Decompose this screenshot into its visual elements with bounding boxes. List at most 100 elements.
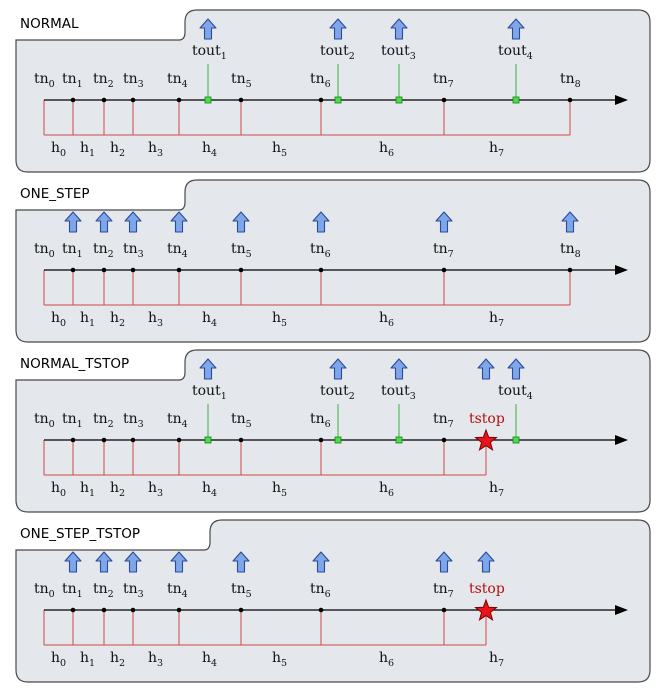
up-arrow-shape xyxy=(312,211,330,233)
up-arrow-icon xyxy=(124,211,142,233)
up-arrow-icon xyxy=(477,358,495,380)
tn-label: tn2 xyxy=(93,241,114,260)
step-point xyxy=(238,267,244,273)
tout-label: tout2 xyxy=(320,43,355,62)
step-point xyxy=(130,607,136,613)
tout-label: tout4 xyxy=(498,383,533,402)
tn-label: tn4 xyxy=(167,71,188,90)
tn-label: tn8 xyxy=(560,241,581,260)
tout-label: tout1 xyxy=(192,43,227,62)
up-arrow-shape xyxy=(477,551,495,573)
h-label: h2 xyxy=(110,140,125,159)
panel-background xyxy=(15,349,651,513)
up-arrow-shape xyxy=(199,358,217,380)
tn-label: tn0 xyxy=(34,241,55,260)
tstop-label: tstop xyxy=(469,411,505,427)
step-point xyxy=(101,607,107,613)
tn-label: tn7 xyxy=(433,71,454,90)
up-arrow-shape xyxy=(124,551,142,573)
h-label: h5 xyxy=(272,480,287,499)
panel-title: ONE_STEP xyxy=(20,186,90,202)
panel-one-step-tstop: ONE_STEP_TSTOP tn0 tn1 tn2 tn3 tn4 tn5 tn6 tn7 h0… xyxy=(15,519,651,683)
up-arrow-icon xyxy=(232,211,250,233)
h-label: h1 xyxy=(80,310,95,329)
h-label: h6 xyxy=(379,480,394,499)
step-point xyxy=(441,607,447,613)
axis-arrowhead-icon xyxy=(615,265,628,275)
tout-marker xyxy=(512,436,520,444)
up-arrow-shape xyxy=(170,551,188,573)
step-point xyxy=(318,607,324,613)
up-arrow-shape xyxy=(477,358,495,380)
tn-label: tn7 xyxy=(433,581,454,600)
tn-label: tn3 xyxy=(123,71,144,90)
h-label: h3 xyxy=(148,480,163,499)
step-point xyxy=(101,437,107,443)
up-arrow-icon xyxy=(435,551,453,573)
tn-label: tn1 xyxy=(62,71,83,90)
h-label: h4 xyxy=(202,140,217,159)
step-point xyxy=(441,97,447,103)
tn-label: tn6 xyxy=(310,581,331,600)
up-arrow-shape xyxy=(435,551,453,573)
step-point xyxy=(238,437,244,443)
up-arrow-icon xyxy=(561,211,579,233)
tn-label: tn7 xyxy=(433,241,454,260)
h-label: h1 xyxy=(80,140,95,159)
up-arrow-shape xyxy=(64,211,82,233)
tout-label: tout3 xyxy=(381,43,416,62)
tn-label: tn4 xyxy=(167,411,188,430)
step-point xyxy=(441,267,447,273)
step-point xyxy=(70,97,76,103)
h-label: h5 xyxy=(272,310,287,329)
panel-background xyxy=(15,9,651,173)
tn-label: tn6 xyxy=(310,241,331,260)
panel-title: NORMAL xyxy=(20,16,79,32)
up-arrow-shape xyxy=(390,358,408,380)
tn-label: tn2 xyxy=(93,71,114,90)
tn-label: tn5 xyxy=(231,71,252,90)
tn-label: tn1 xyxy=(62,241,83,260)
tout-marker xyxy=(204,436,212,444)
up-arrow-shape xyxy=(124,211,142,233)
h-label: h0 xyxy=(51,140,66,159)
tout-marker xyxy=(512,96,520,104)
up-arrow-icon xyxy=(95,551,113,573)
tout-marker xyxy=(395,436,403,444)
up-arrow-icon xyxy=(312,211,330,233)
h-label: h7 xyxy=(489,140,504,159)
panel-title: ONE_STEP_TSTOP xyxy=(20,526,140,542)
up-arrow-icon xyxy=(477,551,495,573)
up-arrow-icon xyxy=(329,358,347,380)
up-arrow-shape xyxy=(507,358,525,380)
h-label: h7 xyxy=(489,650,504,669)
tn-label: tn3 xyxy=(123,241,144,260)
tn-label: tn3 xyxy=(123,411,144,430)
panel-one-step: ONE_STEP tn0 tn1 tn2 tn3 tn4 tn5 tn6 tn7 tn8 h0 h1 h… xyxy=(15,179,651,343)
tn-label: tn2 xyxy=(93,581,114,600)
up-arrow-shape xyxy=(170,211,188,233)
up-arrow-icon xyxy=(95,211,113,233)
h-label: h3 xyxy=(148,650,163,669)
h-label: h4 xyxy=(202,310,217,329)
tn-label: tn7 xyxy=(433,411,454,430)
step-point xyxy=(130,437,136,443)
up-arrow-icon xyxy=(507,18,525,40)
up-arrow-icon xyxy=(170,551,188,573)
step-point xyxy=(70,607,76,613)
panel-normal-tstop: NORMAL_TSTOP tn0 tn1 tn2 tn3 tn4 tn5 tn6 tn7 h0 h1… xyxy=(15,349,651,513)
up-arrow-icon xyxy=(232,551,250,573)
axis-arrowhead-icon xyxy=(615,605,628,615)
step-point xyxy=(101,267,107,273)
tn-label: tn3 xyxy=(123,581,144,600)
step-point xyxy=(318,267,324,273)
h-label: h3 xyxy=(148,140,163,159)
tstop-star-icon xyxy=(474,598,498,622)
tn-label: tn8 xyxy=(560,71,581,90)
up-arrow-shape xyxy=(390,18,408,40)
h-label: h6 xyxy=(379,650,394,669)
up-arrow-icon xyxy=(64,551,82,573)
tout-label: tout2 xyxy=(320,383,355,402)
step-point xyxy=(318,97,324,103)
